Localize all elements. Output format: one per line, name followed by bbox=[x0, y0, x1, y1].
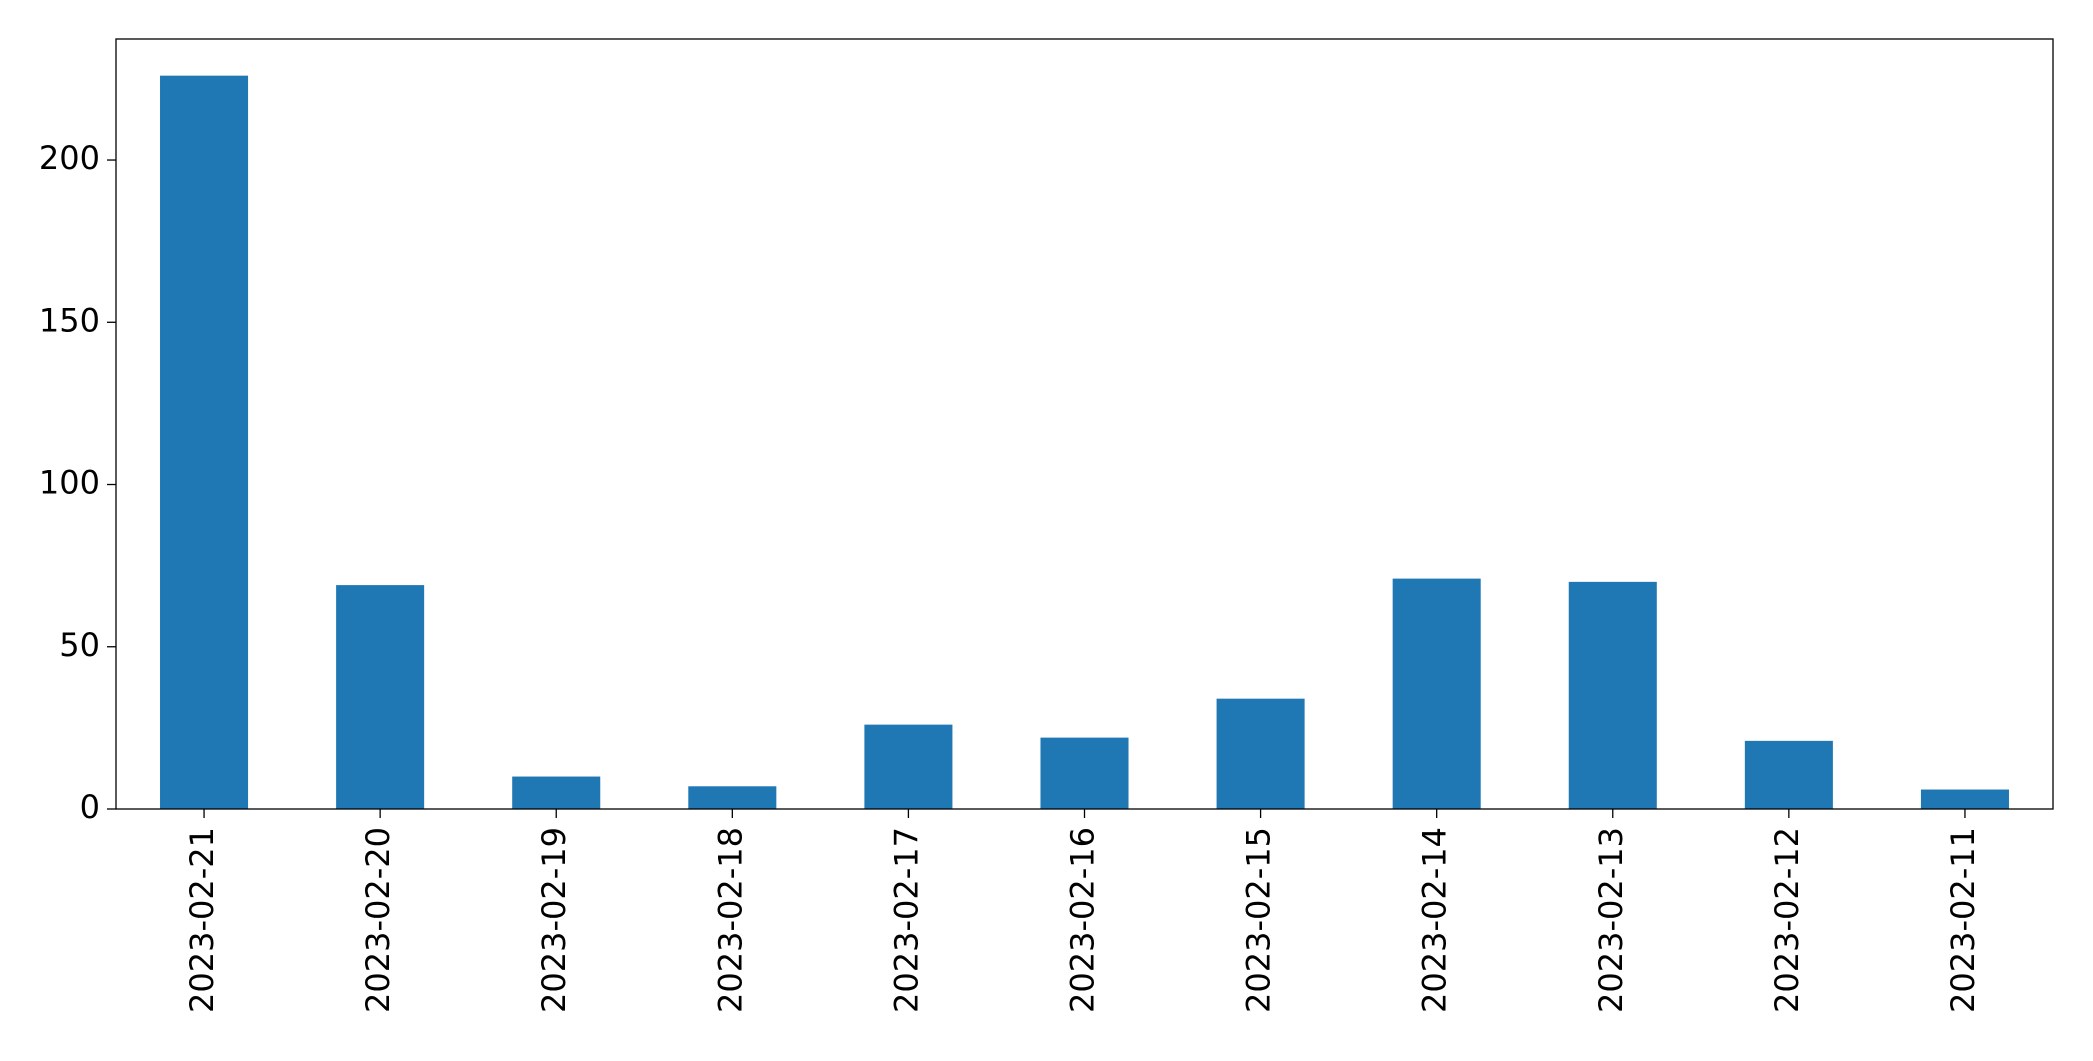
x-tick-label: 2023-02-21 bbox=[183, 827, 221, 1013]
bar bbox=[512, 776, 601, 809]
bar bbox=[1744, 740, 1833, 809]
x-tick-label: 2023-02-19 bbox=[535, 827, 573, 1013]
bar bbox=[864, 724, 953, 809]
y-tick-label: 200 bbox=[39, 139, 100, 177]
bar bbox=[1568, 581, 1657, 809]
y-tick-label: 150 bbox=[39, 301, 100, 339]
bar bbox=[688, 786, 777, 809]
x-tick-label: 2023-02-12 bbox=[1768, 827, 1806, 1013]
x-tick-label: 2023-02-11 bbox=[1944, 827, 1982, 1013]
bar bbox=[1040, 737, 1129, 809]
x-tick-label: 2023-02-16 bbox=[1064, 827, 1102, 1013]
x-tick-label: 2023-02-20 bbox=[359, 827, 397, 1013]
y-tick-label: 100 bbox=[39, 464, 100, 502]
x-tick-label: 2023-02-18 bbox=[711, 827, 749, 1013]
bar bbox=[1216, 698, 1305, 809]
bar bbox=[1920, 789, 2009, 809]
bar bbox=[1392, 578, 1481, 809]
y-tick-label: 0 bbox=[80, 788, 100, 826]
x-tick-label: 2023-02-17 bbox=[887, 827, 925, 1013]
x-tick-label: 2023-02-13 bbox=[1592, 827, 1630, 1013]
bar bbox=[160, 75, 249, 809]
x-tick-label: 2023-02-14 bbox=[1416, 827, 1454, 1013]
plot-frame bbox=[115, 38, 2054, 810]
x-tick-label: 2023-02-15 bbox=[1240, 827, 1278, 1013]
bar bbox=[336, 585, 425, 809]
y-tick-label: 50 bbox=[59, 626, 100, 664]
